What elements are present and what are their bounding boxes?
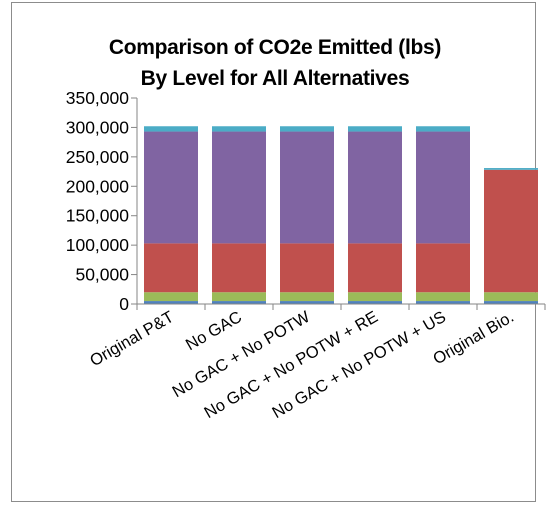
bar-segment	[280, 243, 334, 293]
bar-segment	[280, 131, 334, 244]
bar-segment	[416, 292, 470, 302]
bar-segment	[280, 126, 334, 132]
bar-segment	[484, 169, 538, 293]
bar-segment	[144, 301, 198, 304]
bar-segment	[484, 292, 538, 302]
bar-segment	[416, 301, 470, 304]
chart-title-line-1: Comparison of CO2e Emitted (lbs)	[108, 36, 442, 59]
bar-segment	[280, 292, 334, 302]
y-tick-label: 250,000	[66, 147, 130, 167]
bar-segment	[144, 131, 198, 244]
y-tick-label: 0	[119, 294, 129, 314]
y-tick-label: 150,000	[66, 206, 130, 226]
y-tick-label: 300,000	[66, 117, 130, 137]
bar-segment	[484, 168, 538, 170]
bar-segment	[144, 292, 198, 302]
y-tick-label: 350,000	[66, 88, 130, 108]
bar-segment	[212, 131, 266, 244]
y-tick-label: 50,000	[75, 265, 129, 285]
bar-segment	[212, 292, 266, 302]
bar-segment	[212, 243, 266, 293]
bar-segment	[280, 301, 334, 304]
bar-segment	[348, 243, 402, 293]
bar-segment	[144, 243, 198, 293]
bar-segment	[212, 126, 266, 132]
chart-title-line-2: By Level for All Alternatives	[140, 67, 410, 90]
x-tick-label: Original P&T	[87, 308, 177, 370]
bar-segment	[416, 126, 470, 132]
y-tick-label: 100,000	[66, 235, 130, 255]
bar-segment	[484, 301, 538, 304]
bar-segment	[348, 301, 402, 304]
bar-segment	[348, 131, 402, 244]
y-tick-label: 200,000	[66, 176, 130, 196]
bar-segment	[348, 126, 402, 132]
bar-segment	[348, 292, 402, 302]
bar-segment	[416, 243, 470, 293]
bar-segment	[416, 131, 470, 244]
bar-segment	[212, 301, 266, 304]
bar-segment	[144, 126, 198, 132]
